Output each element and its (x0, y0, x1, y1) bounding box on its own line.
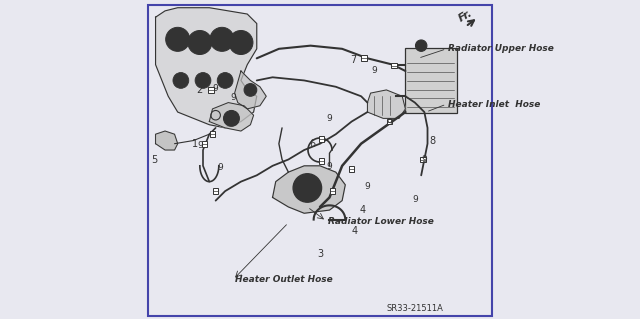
Text: 4: 4 (360, 205, 365, 215)
Text: 9: 9 (212, 84, 218, 93)
Bar (319, 136, 324, 142)
Bar (392, 63, 397, 69)
Bar (387, 119, 392, 124)
Text: 1: 1 (192, 139, 198, 149)
Text: 9: 9 (326, 114, 332, 123)
Text: Heater Outlet Hose: Heater Outlet Hose (235, 275, 332, 284)
Text: Fr.: Fr. (457, 8, 474, 24)
Text: Heater Inlet  Hose: Heater Inlet Hose (448, 100, 540, 109)
Text: 4: 4 (352, 226, 358, 236)
Bar (213, 188, 218, 194)
Polygon shape (235, 71, 266, 109)
Polygon shape (209, 103, 253, 131)
Text: 9: 9 (197, 141, 203, 150)
Text: 8: 8 (429, 136, 435, 145)
Bar (208, 87, 214, 93)
Circle shape (229, 31, 253, 55)
Text: 9: 9 (371, 66, 376, 75)
Text: Radiator Lower Hose: Radiator Lower Hose (328, 217, 434, 226)
Text: 5: 5 (151, 154, 157, 165)
Circle shape (217, 72, 233, 88)
Text: 6: 6 (309, 139, 315, 149)
Circle shape (210, 27, 234, 51)
Text: 9: 9 (387, 118, 392, 127)
Text: Radiator Upper Hose: Radiator Upper Hose (448, 44, 554, 53)
Text: 9: 9 (422, 155, 428, 164)
Circle shape (415, 40, 427, 51)
Text: 9: 9 (230, 93, 236, 102)
FancyBboxPatch shape (404, 48, 456, 113)
Text: 2: 2 (196, 85, 203, 95)
Bar (362, 56, 367, 61)
Polygon shape (367, 90, 405, 118)
Circle shape (304, 185, 310, 191)
Polygon shape (156, 131, 178, 150)
Bar (202, 141, 207, 146)
Polygon shape (273, 166, 346, 213)
Text: 9: 9 (412, 195, 418, 204)
Circle shape (173, 72, 189, 88)
Bar (319, 158, 324, 164)
Circle shape (244, 84, 257, 96)
Circle shape (188, 31, 212, 55)
Bar (210, 131, 215, 137)
Circle shape (195, 72, 211, 88)
Text: 3: 3 (317, 249, 323, 259)
Text: 7: 7 (350, 55, 356, 65)
Polygon shape (156, 8, 257, 128)
Text: SR33-21511A: SR33-21511A (387, 304, 444, 313)
Circle shape (293, 174, 321, 202)
Circle shape (166, 27, 189, 51)
Bar (349, 166, 355, 172)
Bar (330, 188, 335, 194)
Text: 9: 9 (365, 182, 371, 191)
Text: 9: 9 (218, 163, 223, 172)
Bar (420, 157, 426, 162)
Circle shape (223, 110, 239, 126)
Text: 9: 9 (326, 162, 332, 171)
